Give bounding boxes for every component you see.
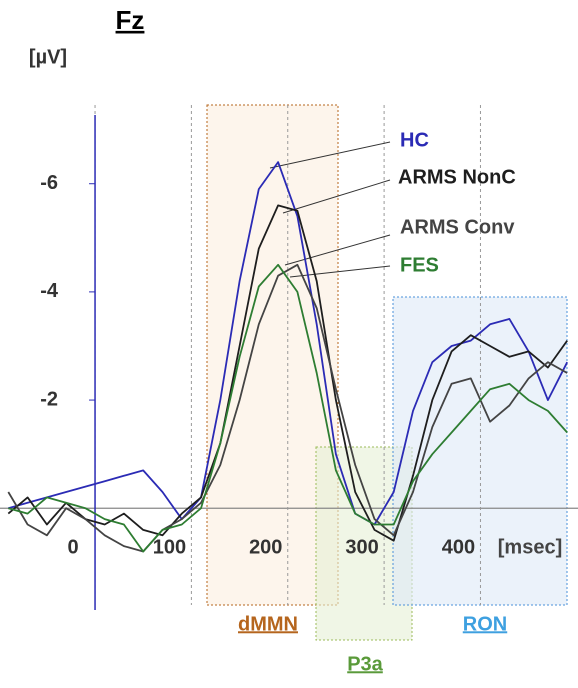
leader-line bbox=[284, 234, 391, 266]
y-tick-label: -2 bbox=[40, 388, 58, 410]
series-line bbox=[7, 263, 568, 553]
y-axis-label: [µV] bbox=[29, 46, 67, 68]
x-tick-label: 0 bbox=[67, 536, 78, 558]
series-line bbox=[7, 204, 568, 542]
legend-label: ARMS Conv bbox=[400, 216, 515, 238]
legend-label: ARMS NonC bbox=[398, 166, 516, 188]
x-tick-label: 400 bbox=[442, 536, 475, 558]
x-tick-label: 100 bbox=[153, 536, 186, 558]
region-label: P3a bbox=[347, 653, 383, 675]
x-tick-label: 300 bbox=[345, 536, 378, 558]
y-tick-label: -4 bbox=[40, 280, 59, 302]
leader-line bbox=[269, 141, 391, 169]
chart-title: Fz bbox=[116, 5, 145, 35]
legend-label: FES bbox=[400, 254, 439, 276]
x-tick-label: 200 bbox=[249, 536, 282, 558]
leader-line bbox=[289, 265, 391, 278]
region-label: dMMN bbox=[238, 613, 298, 635]
leader-line bbox=[282, 179, 391, 214]
series-line bbox=[8, 263, 568, 553]
region-label: RON bbox=[463, 613, 507, 635]
x-axis-label: [msec] bbox=[498, 536, 562, 558]
y-tick-label: -6 bbox=[40, 172, 58, 194]
legend-label: HC bbox=[400, 129, 429, 151]
